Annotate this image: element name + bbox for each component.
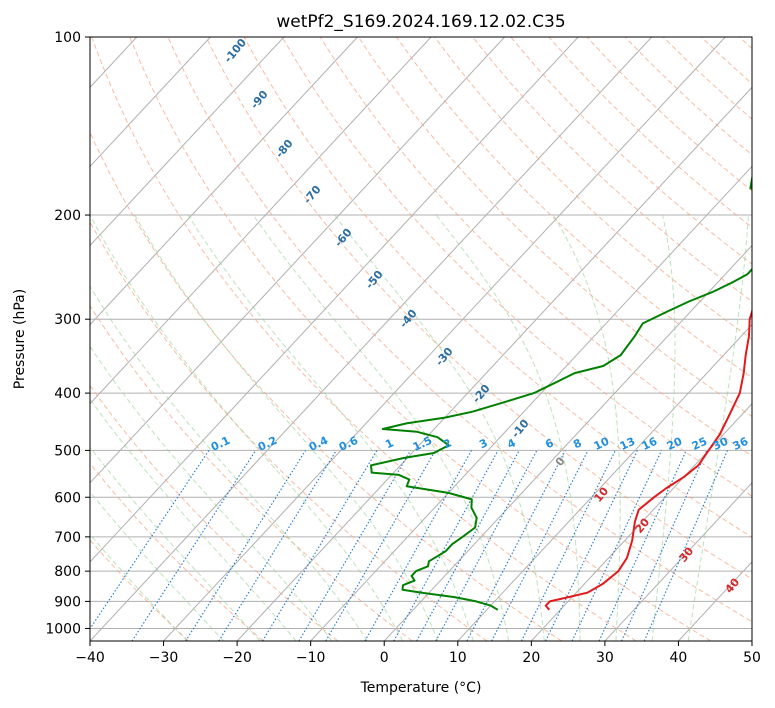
mixing-ratio-line	[393, 450, 499, 641]
mixing-ratio-label: 13	[618, 435, 637, 453]
moist-adiabat	[187, 214, 474, 641]
mixing-ratio-line	[491, 450, 589, 641]
moist-adiabat	[90, 214, 404, 641]
dry-adiabat	[434, 37, 752, 340]
dry-adiabat	[281, 37, 752, 497]
moist-adiabat	[134, 214, 439, 641]
mixing-ratio-line	[466, 450, 566, 641]
x-tick-label: 0	[380, 650, 389, 666]
moist-adiabat	[252, 214, 510, 641]
isotherm-line	[236, 86, 752, 641]
dry-adiabat	[243, 37, 752, 538]
y-tick-label: 600	[54, 490, 81, 506]
mixing-ratio-line	[325, 450, 436, 641]
x-tick-label: 40	[670, 650, 688, 666]
dry-adiabat	[90, 131, 562, 641]
isotherm-line	[90, 37, 432, 405]
x-tick-label: −20	[222, 650, 252, 666]
isotherm-line	[457, 323, 752, 641]
x-tick-label: 20	[522, 650, 540, 666]
x-tick-label: 30	[596, 650, 614, 666]
mixing-ratio-line	[185, 450, 307, 641]
mixing-ratio-line	[131, 450, 257, 641]
dry-adiabat	[91, 37, 637, 641]
mixing-ratio-label: 10	[592, 435, 612, 453]
mixing-ratio-line	[416, 450, 520, 641]
x-tick-label: −40	[75, 650, 105, 666]
isotherm-line	[90, 37, 285, 247]
dry-adiabat	[167, 37, 752, 623]
mixing-ratio-line	[520, 450, 616, 641]
mixing-ratio-label: 25	[690, 435, 709, 453]
dry-adiabat	[129, 37, 712, 641]
dry-adiabat	[319, 37, 752, 457]
mixing-ratio-line	[571, 450, 663, 641]
isotherm-line	[90, 37, 505, 484]
moist-adiabat	[90, 398, 297, 641]
moist-adiabat	[90, 533, 188, 641]
axis-ticks: −40 −30 −20 −10 0 10 20 30 40 50 100 200 300 400 500 60…	[45, 30, 761, 666]
mixing-ratio-label: 20	[665, 435, 685, 453]
plot-frame	[89, 36, 753, 642]
temperature-profile-line	[544, 308, 752, 611]
grid-layer	[90, 37, 752, 641]
isotherm-line	[383, 244, 752, 641]
moist-adiabat	[90, 491, 225, 641]
moist-adiabat	[687, 214, 749, 641]
y-tick-label: 400	[54, 386, 81, 402]
mixing-ratio-line	[218, 450, 337, 641]
profile-lines	[370, 173, 752, 611]
dewpoint-profile-line	[370, 173, 752, 611]
mixing-ratio-line	[435, 450, 538, 641]
moist-adiabat	[552, 214, 621, 641]
y-tick-label: 1000	[45, 621, 81, 637]
y-tick-label: 200	[54, 208, 81, 224]
x-tick-label: −30	[149, 650, 179, 666]
dry-adiabat	[90, 539, 190, 641]
moist-adiabat	[90, 446, 261, 641]
isotherm-line	[90, 37, 358, 326]
isotherm-line	[530, 402, 752, 641]
dry-adiabat	[90, 462, 264, 641]
chart-title: wetPf2_S169.2024.169.12.02.C35	[276, 12, 565, 32]
y-tick-label: 700	[54, 530, 81, 546]
mixing-ratio-line	[545, 450, 638, 641]
mixing-ratio-label: 30	[711, 435, 731, 453]
isotherm-line	[90, 37, 211, 168]
y-tick-label: 300	[54, 312, 81, 328]
dry-adiabat	[90, 220, 488, 641]
moist-adiabat	[651, 214, 676, 641]
x-tick-label: 50	[743, 650, 761, 666]
y-tick-label: 900	[54, 594, 81, 610]
x-tick-label: 10	[449, 650, 467, 666]
dry-adiabat	[90, 304, 413, 641]
y-axis-label: Pressure (hPa)	[12, 289, 28, 389]
dry-adiabat	[357, 37, 752, 418]
isotherm-line	[90, 37, 579, 563]
x-axis-label: Temperature (°C)	[360, 680, 482, 696]
y-tick-label: 800	[54, 564, 81, 580]
dry-adiabat	[90, 384, 339, 641]
y-tick-label: 500	[54, 443, 81, 459]
isotherm-line	[163, 37, 726, 641]
mixing-ratio-label: 36	[731, 435, 751, 453]
moist-adiabat	[90, 285, 368, 641]
mixing-ratio-label: 16	[640, 435, 660, 453]
x-tick-label: −10	[296, 650, 326, 666]
y-tick-label: 100	[54, 30, 81, 46]
isotherm-line	[604, 482, 752, 641]
mixing-ratio-line	[364, 450, 472, 641]
isotherm-line	[90, 37, 653, 641]
